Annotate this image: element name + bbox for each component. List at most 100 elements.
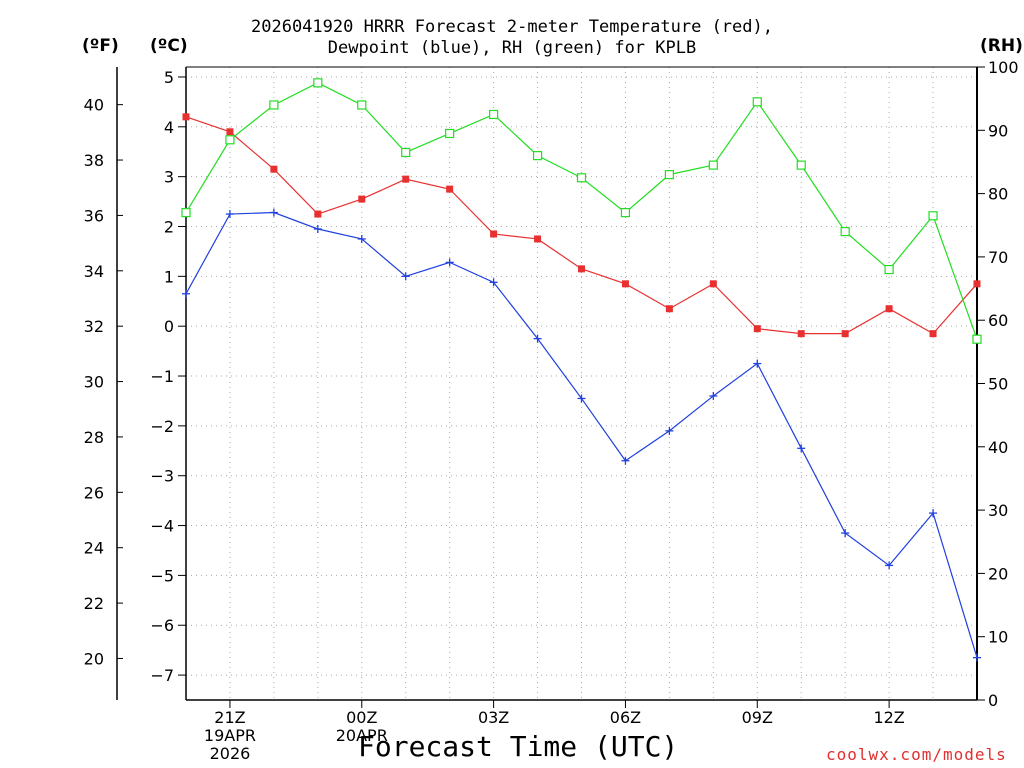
dewpoint-series-line [185, 211, 978, 658]
temperature-point [929, 330, 937, 338]
fahrenheit-tick-label: 32 [84, 317, 104, 336]
rh-point [532, 151, 543, 161]
dewpoint-point [401, 272, 410, 281]
dewpoint-point [973, 653, 981, 662]
dewpoint-point [577, 394, 586, 403]
celsius-tick-label: 4 [164, 118, 174, 137]
rh-point [884, 264, 894, 275]
rh-tick-label: 20 [988, 564, 1008, 583]
chart-title-line1: 2026041920 HRRR Forecast 2-meter Tempera… [251, 17, 773, 37]
dewpoint-point [357, 234, 366, 243]
temperature-point [753, 325, 761, 333]
rh-point [664, 170, 674, 180]
temperature-point [314, 210, 322, 218]
grid-lines [186, 67, 977, 700]
rh-point [269, 100, 279, 110]
fahrenheit-tick-label: 22 [84, 594, 104, 613]
dewpoint-point [269, 208, 278, 217]
rh-point [489, 109, 499, 120]
chart-title-line2: Dewpoint (blue), RH (green) for KPLB [327, 38, 697, 58]
dewpoint-point [841, 529, 850, 538]
rh-point [313, 78, 323, 88]
x-tick-label: 09Z [742, 708, 773, 727]
fahrenheit-tick-label: 20 [84, 649, 104, 668]
dewpoint-point [313, 224, 322, 233]
rh-tick-label: 10 [988, 628, 1008, 647]
x-tick-label: 00Z [346, 708, 377, 727]
temperature-point [534, 235, 542, 243]
rh-point [576, 173, 587, 183]
temperature-point [797, 330, 805, 338]
x-tick-label: 06Z [610, 708, 641, 727]
dewpoint-point [621, 456, 630, 465]
fahrenheit-tick-label: 24 [84, 539, 104, 558]
temperature-point [226, 128, 234, 136]
temperature-point [402, 175, 410, 183]
temperature-point [841, 330, 849, 338]
fahrenheit-tick-label: 26 [84, 483, 104, 502]
rh-tick-label: 40 [988, 438, 1008, 457]
celsius-tick-label: 1 [164, 267, 174, 286]
dewpoint-point [929, 509, 938, 518]
fahrenheit-tick-label: 30 [84, 373, 104, 392]
x-tick-label: 21Z [214, 708, 245, 727]
fahrenheit-unit-label: (ºF) [82, 36, 119, 56]
celsius-tick-label: −1 [150, 367, 174, 386]
celsius-tick-label: −3 [150, 467, 174, 486]
x-axis-label: Forecast Time (UTC) [358, 730, 679, 763]
rh-point [225, 135, 235, 145]
dewpoint-point [753, 359, 762, 368]
rh-series-line [185, 82, 978, 340]
rh-tick-label: 70 [988, 248, 1008, 267]
x-tick-label: 03Z [478, 708, 509, 727]
dewpoint-point [665, 426, 674, 435]
fahrenheit-tick-label: 38 [84, 151, 104, 170]
dewpoint-point [885, 561, 894, 570]
celsius-tick-label: −6 [150, 616, 174, 635]
celsius-tick-label: −2 [150, 417, 174, 436]
credit-link[interactable]: coolwx.com/models [826, 745, 1007, 764]
dewpoint-point [489, 278, 498, 287]
rh-point [752, 97, 762, 107]
series-layer [181, 78, 982, 662]
celsius-tick-label: 0 [164, 317, 174, 336]
temperature-point [358, 195, 366, 203]
fahrenheit-tick-label: 36 [84, 206, 104, 225]
x-tick-label: 12Z [873, 708, 904, 727]
rh-point [972, 334, 982, 344]
celsius-tick-label: −4 [150, 517, 174, 536]
temperature-point [665, 305, 673, 313]
rh-point [401, 147, 411, 158]
temperature-point [446, 185, 454, 193]
dewpoint-point [182, 289, 190, 298]
rh-point [620, 207, 631, 218]
fahrenheit-tick-label: 34 [84, 262, 104, 281]
rh-tick-label: 90 [988, 121, 1008, 140]
dewpoint-point [709, 391, 718, 400]
temperature-point [182, 113, 190, 121]
rh-tick-label: 30 [988, 501, 1008, 520]
celsius-tick-label: 3 [164, 168, 174, 187]
rh-point [708, 160, 718, 170]
rh-tick-label: 50 [988, 375, 1008, 394]
x-tick-date-label: 20APR [336, 726, 388, 745]
temperature-series-line [185, 116, 978, 335]
dewpoint-point [225, 210, 234, 219]
rh-point [445, 128, 455, 139]
dewpoint-point [533, 334, 542, 343]
celsius-unit-label: (ºC) [150, 36, 188, 56]
rh-point [181, 207, 191, 218]
dewpoint-point [797, 444, 806, 453]
temperature-point [578, 265, 585, 273]
rh-tick-label: 80 [988, 185, 1008, 204]
rh-tick-label: 60 [988, 311, 1008, 330]
fahrenheit-tick-label: 40 [84, 96, 104, 115]
axes [116, 66, 985, 708]
rh-point [928, 211, 938, 221]
tick-labels: 543210−1−2−3−4−5−6−740383634323028262422… [84, 58, 1019, 763]
temperature-point [490, 230, 498, 238]
rh-point [357, 100, 367, 110]
celsius-tick-label: −5 [150, 566, 174, 585]
temperature-point [621, 280, 629, 288]
rh-tick-label: 100 [988, 58, 1019, 77]
